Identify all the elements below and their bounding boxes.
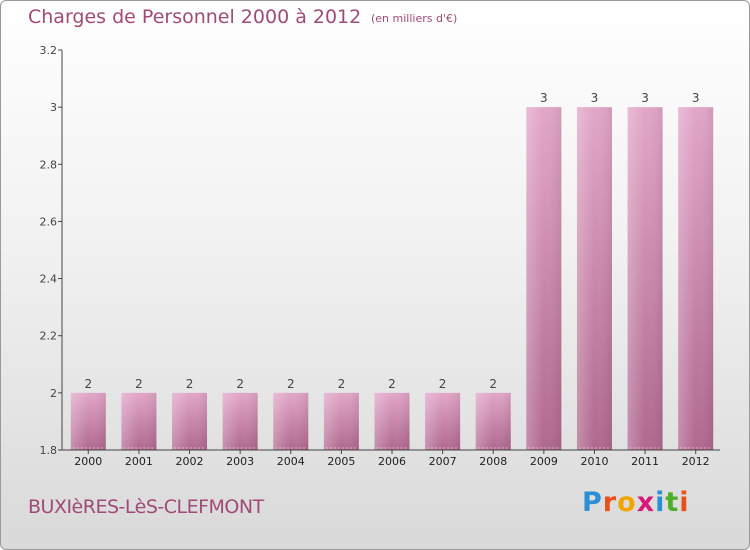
x-tick-label: 2003	[226, 455, 254, 468]
x-tick-label: 2012	[682, 455, 710, 468]
bar-highlight	[526, 107, 562, 451]
x-tick-label: 2011	[631, 455, 659, 468]
data-label: 3	[540, 91, 548, 105]
data-label: 3	[692, 91, 700, 105]
data-label: 2	[338, 377, 346, 391]
data-label: 2	[287, 377, 295, 391]
commune-name: BUXIèRES-LèS-CLEFMONT	[28, 496, 264, 518]
bar-highlight	[678, 107, 714, 451]
chart-title: Charges de Personnel 2000 à 2012	[28, 6, 362, 28]
bar-highlight	[374, 392, 410, 450]
bar-highlight	[273, 392, 309, 450]
x-tick-label: 2007	[429, 455, 457, 468]
y-tick-label: 2.8	[40, 158, 58, 171]
data-label: 2	[489, 377, 497, 391]
proxiti-logo[interactable]: Proxiti	[582, 487, 690, 518]
bar-highlight	[576, 107, 612, 451]
data-label: 2	[236, 377, 244, 391]
logo-letter: o	[617, 487, 637, 518]
logo-letter: t	[665, 487, 680, 518]
bar-highlight	[121, 392, 157, 450]
y-tick-label: 2	[50, 387, 57, 400]
x-tick-label: 2002	[176, 455, 204, 468]
chart-subtitle: (en milliers d'€)	[371, 12, 458, 25]
x-tick-label: 2010	[580, 455, 608, 468]
x-tick-label: 2006	[378, 455, 406, 468]
data-label: 2	[84, 377, 92, 391]
logo-letter: r	[602, 487, 618, 518]
data-label: 3	[591, 91, 599, 105]
bar-highlight	[425, 392, 461, 450]
bar-highlight	[172, 392, 208, 450]
y-tick-label: 2.6	[40, 215, 58, 228]
logo-letter: P	[582, 487, 603, 518]
data-label: 2	[388, 377, 396, 391]
data-label: 2	[439, 377, 447, 391]
y-tick-label: 2.4	[40, 273, 58, 286]
logo-letter: x	[636, 487, 656, 518]
logo-letter: i	[655, 487, 666, 518]
y-tick-label: 3	[50, 101, 57, 114]
bar-highlight	[323, 392, 359, 450]
data-label: 2	[135, 377, 143, 391]
logo-letter: i	[679, 487, 690, 518]
y-tick-label: 3.2	[40, 44, 58, 57]
x-tick-label: 2000	[74, 455, 102, 468]
x-tick-label: 2005	[327, 455, 355, 468]
data-label: 2	[186, 377, 194, 391]
bar-highlight	[70, 392, 106, 450]
y-tick-label: 2.2	[40, 330, 58, 343]
data-label: 3	[641, 91, 649, 105]
x-tick-label: 2009	[530, 455, 558, 468]
x-tick-label: 2001	[125, 455, 153, 468]
x-tick-label: 2004	[277, 455, 305, 468]
bar-highlight	[627, 107, 663, 451]
y-tick-label: 1.8	[40, 444, 58, 457]
bar-highlight	[475, 392, 511, 450]
bar-highlight	[222, 392, 258, 450]
x-tick-label: 2008	[479, 455, 507, 468]
